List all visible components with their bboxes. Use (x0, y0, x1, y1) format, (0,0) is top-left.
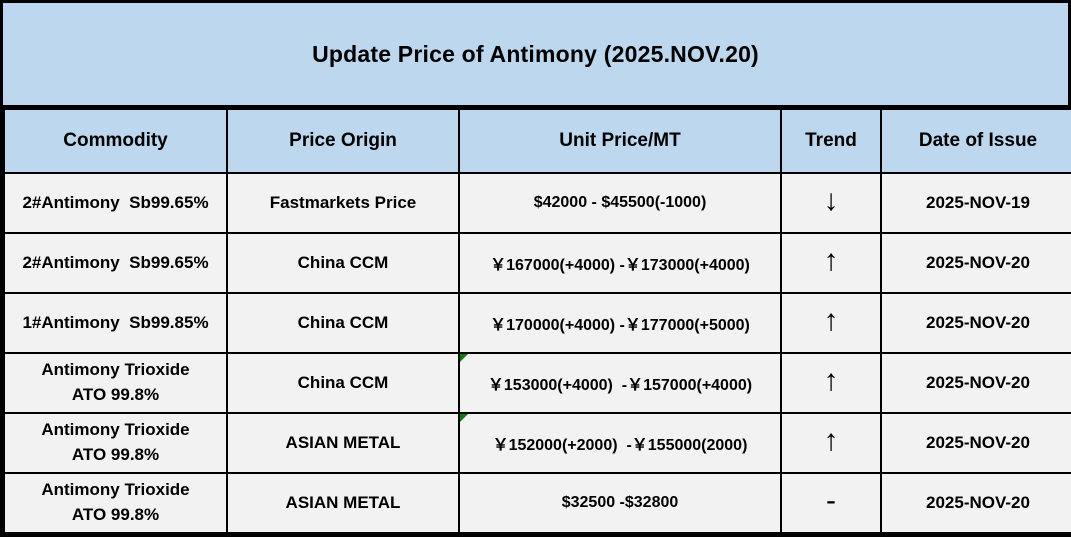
commodity-cell[interactable]: 2#Antimony Sb99.65% (3, 232, 228, 294)
date-cell[interactable]: 2025-NOV-20 (880, 472, 1071, 534)
trend-cell[interactable]: - (780, 472, 882, 534)
comment-indicator-icon (461, 415, 468, 422)
date-cell[interactable]: 2025-NOV-20 (880, 412, 1071, 474)
commodity-cell[interactable]: 1#Antimony Sb99.85% (3, 292, 228, 354)
unit-price-cell[interactable]: ￥152000(+2000) -￥155000(2000) (458, 412, 782, 474)
date-cell[interactable]: 2025-NOV-20 (880, 292, 1071, 354)
title-band: Update Price of Antimony (2025.NOV.20) (3, 3, 1068, 108)
trend-cell[interactable]: ↑ (780, 412, 882, 474)
commodity-cell[interactable]: Antimony Trioxide ATO 99.8% (3, 472, 228, 534)
unit-price-text: $32500 -$32800 (561, 494, 679, 511)
column-header-price-origin: Price Origin (226, 108, 460, 174)
unit-price-cell[interactable]: $32500 -$32800 (458, 472, 782, 534)
commodity-cell[interactable]: Antimony Trioxide ATO 99.8% (3, 352, 228, 414)
unit-price-cell[interactable]: ￥167000(+4000) -￥173000(+4000) (458, 232, 782, 294)
price-origin-cell[interactable]: China CCM (226, 232, 460, 294)
table-row: Antimony Trioxide ATO 99.8% China CCM ￥1… (3, 352, 1071, 414)
table-row: 2#Antimony Sb99.65% Fastmarkets Price $4… (3, 172, 1071, 234)
date-cell[interactable]: 2025-NOV-20 (880, 352, 1071, 414)
unit-price-text: ￥153000(+4000) -￥157000(+4000) (487, 377, 753, 394)
column-header-unit-price: Unit Price/MT (458, 108, 782, 174)
trend-cell[interactable]: ↑ (780, 292, 882, 354)
price-origin-cell[interactable]: Fastmarkets Price (226, 172, 460, 234)
trend-cell[interactable]: ↓ (780, 172, 882, 234)
column-header-trend: Trend (780, 108, 882, 174)
unit-price-cell[interactable]: ￥153000(+4000) -￥157000(+4000) (458, 352, 782, 414)
trend-cell[interactable]: ↑ (780, 232, 882, 294)
unit-price-cell[interactable]: $42000 - $45500(-1000) (458, 172, 782, 234)
column-header-date-of-issue: Date of Issue (880, 108, 1071, 174)
unit-price-text: $42000 - $45500(-1000) (533, 194, 707, 211)
price-origin-cell[interactable]: China CCM (226, 352, 460, 414)
trend-cell[interactable]: ↑ (780, 352, 882, 414)
unit-price-cell[interactable]: ￥170000(+4000) -￥177000(+5000) (458, 292, 782, 354)
table-row: 2#Antimony Sb99.65% China CCM ￥167000(+4… (3, 232, 1071, 294)
unit-price-text: ￥152000(+2000) -￥155000(2000) (492, 437, 748, 454)
table-row: 1#Antimony Sb99.85% China CCM ￥170000(+4… (3, 292, 1071, 354)
price-origin-cell[interactable]: China CCM (226, 292, 460, 354)
price-table: Commodity Price Origin Unit Price/MT Tre… (3, 108, 1071, 534)
date-cell[interactable]: 2025-NOV-20 (880, 232, 1071, 294)
header-row: Commodity Price Origin Unit Price/MT Tre… (3, 108, 1071, 174)
table-row: Antimony Trioxide ATO 99.8% ASIAN METAL … (3, 412, 1071, 474)
page-title: Update Price of Antimony (2025.NOV.20) (312, 40, 759, 67)
date-cell[interactable]: 2025-NOV-19 (880, 172, 1071, 234)
column-header-commodity: Commodity (3, 108, 228, 174)
price-origin-cell[interactable]: ASIAN METAL (226, 472, 460, 534)
unit-price-text: ￥167000(+4000) -￥173000(+4000) (490, 257, 750, 274)
table-row: Antimony Trioxide ATO 99.8% ASIAN METAL … (3, 472, 1071, 534)
unit-price-text: ￥170000(+4000) -￥177000(+5000) (490, 317, 750, 334)
commodity-cell[interactable]: 2#Antimony Sb99.65% (3, 172, 228, 234)
comment-indicator-icon (461, 355, 468, 362)
commodity-cell[interactable]: Antimony Trioxide ATO 99.8% (3, 412, 228, 474)
price-origin-cell[interactable]: ASIAN METAL (226, 412, 460, 474)
